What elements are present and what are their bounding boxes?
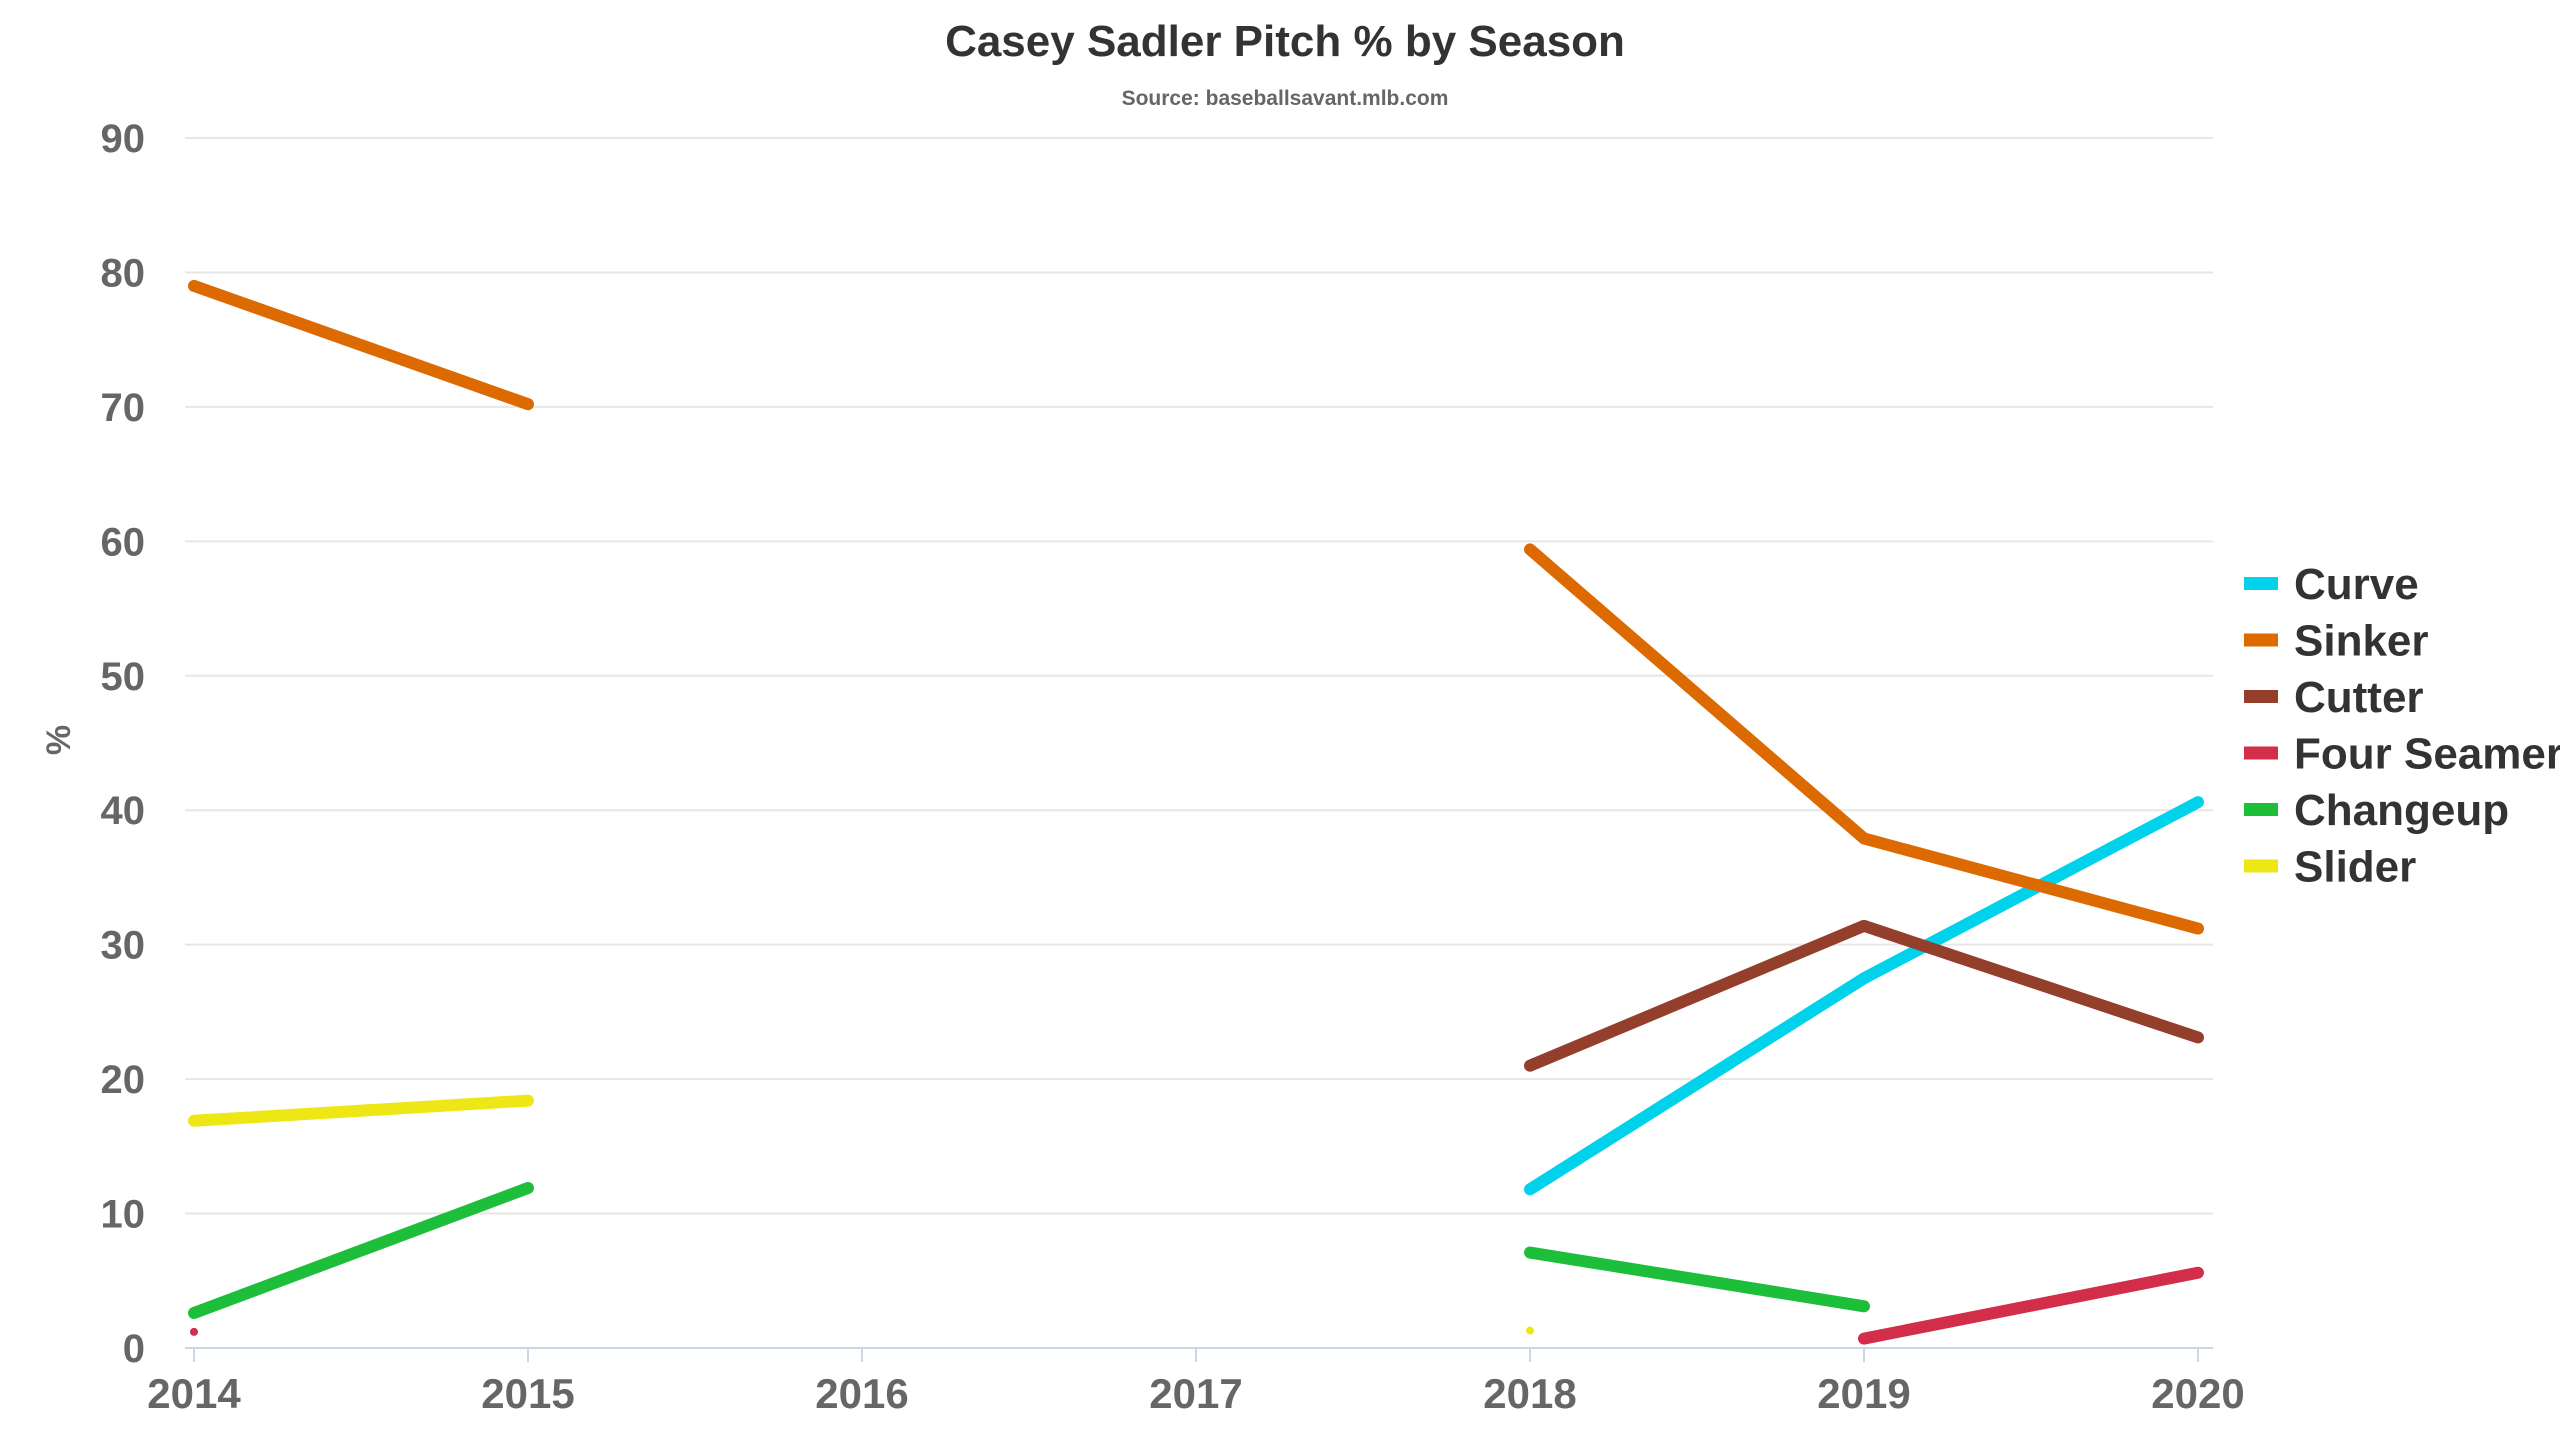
chart-title: Casey Sadler Pitch % by Season <box>945 17 1625 66</box>
series-line-four-seamer[interactable] <box>1858 1266 2204 1345</box>
legend-item-changeup[interactable]: Changeup <box>2244 786 2509 835</box>
legend-item-slider[interactable]: Slider <box>2244 843 2416 892</box>
legend-label: Sinker <box>2294 617 2429 666</box>
x-tick-label: 2018 <box>1483 1370 1576 1417</box>
x-tick-label: 2014 <box>147 1370 241 1417</box>
series-line-cutter[interactable] <box>1524 919 2204 1072</box>
series-sinker <box>188 279 2204 935</box>
x-tick-label: 2017 <box>1149 1370 1242 1417</box>
legend-swatch <box>2244 859 2278 873</box>
series-point-slider[interactable] <box>1526 1326 1534 1335</box>
legend-swatch <box>2244 803 2278 816</box>
series-point-four-seamer[interactable] <box>190 1327 198 1336</box>
x-tick-label: 2020 <box>2151 1370 2244 1417</box>
series-line-changeup[interactable] <box>188 1182 534 1320</box>
legend-item-curve[interactable]: Curve <box>2244 560 2419 609</box>
legend-item-sinker[interactable]: Sinker <box>2244 617 2429 666</box>
legend-label: Changeup <box>2294 786 2509 835</box>
series-cutter <box>1524 919 2204 1072</box>
legend-item-cutter[interactable]: Cutter <box>2244 673 2424 722</box>
x-tick-label: 2019 <box>1817 1370 1910 1417</box>
x-tick-label: 2015 <box>481 1370 574 1417</box>
legend-label: Curve <box>2294 560 2419 609</box>
y-tick-label: 20 <box>101 1058 146 1102</box>
y-tick-label: 90 <box>101 117 146 161</box>
chart-subtitle: Source: baseballsavant.mlb.com <box>1122 87 1449 110</box>
series-lines <box>188 279 2204 1345</box>
x-tick-label: 2016 <box>815 1370 908 1417</box>
y-tick-label: 0 <box>123 1327 145 1371</box>
y-tick-label: 60 <box>101 520 146 564</box>
y-tick-label: 40 <box>101 789 146 833</box>
y-tick-label: 80 <box>101 251 146 295</box>
series-changeup <box>188 1182 1870 1320</box>
y-tick-label: 30 <box>101 924 146 968</box>
series-line-sinker[interactable] <box>188 279 534 411</box>
legend-swatch <box>2244 633 2278 647</box>
y-tick-label: 50 <box>101 655 146 699</box>
legend-swatch <box>2244 577 2278 590</box>
axes: 0 10 20 30 40 50 60 70 80 90 2014 2015 2016 2017 2018 2… <box>101 117 2245 1417</box>
series-line-sinker[interactable] <box>1524 543 2204 935</box>
series-line-changeup[interactable] <box>1524 1246 1870 1313</box>
series-curve <box>1524 796 2204 1196</box>
gridlines <box>185 137 2213 1215</box>
legend-item-four-seamer[interactable]: Four Seamer <box>2244 730 2560 779</box>
y-tick-label: 10 <box>101 1193 146 1237</box>
legend-label: Four Seamer <box>2294 730 2560 779</box>
legend-swatch <box>2244 690 2278 703</box>
series-four-seamer <box>190 1266 2204 1345</box>
legend-label: Cutter <box>2294 673 2424 722</box>
legend-label: Slider <box>2294 843 2416 892</box>
legend-swatch <box>2244 746 2278 760</box>
legend[interactable]: Curve Sinker Cutter Four Seamer Changeup Slid… <box>2244 560 2560 892</box>
series-line-slider[interactable] <box>188 1094 534 1127</box>
y-axis-label: % <box>40 725 78 755</box>
series-slider <box>188 1094 1534 1335</box>
series-line-curve[interactable] <box>1524 796 2204 1196</box>
y-tick-label: 70 <box>101 386 146 430</box>
